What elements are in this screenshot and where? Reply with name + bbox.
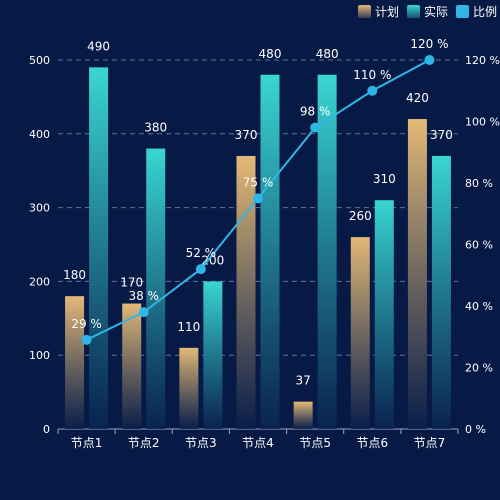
y-left-tick-label: 200 [29,275,50,288]
bar-actual [89,67,109,429]
bar-actual [203,281,223,429]
bar-plan [407,119,427,429]
legend-label-plan: 计划 [374,5,399,19]
data-label-ratio: 38 % [128,289,159,303]
data-label-actual: 370 [430,128,453,142]
x-tick-label: 节点7 [414,436,446,450]
data-label-ratio: 52 % [186,246,217,260]
x-tick-label: 节点4 [242,436,274,450]
data-label-actual: 480 [259,47,282,61]
bar-actual [146,148,166,429]
ratio-point [310,122,321,133]
y-left-tick-label: 0 [43,423,50,436]
bar-plan [293,401,313,429]
data-label-ratio: 75 % [243,175,274,189]
bar-actual [260,74,280,429]
data-label-actual: 380 [144,121,167,135]
y-left-tick-label: 500 [29,54,50,67]
data-label-ratio: 98 % [300,105,331,119]
y-left-tick-label: 300 [29,202,50,215]
x-tick-label: 节点2 [128,436,160,450]
data-label-plan: 260 [349,209,372,223]
ratio-point [253,193,263,204]
y-right-tick-label: 120 % [465,54,500,67]
ratio-point [81,334,92,345]
bar-actual [374,200,394,429]
bar-actual [317,74,337,429]
data-label-plan: 170 [120,276,143,290]
y-right-tick-label: 40 % [465,300,493,313]
y-right-tick-label: 60 % [465,239,493,252]
ratio-point [424,55,435,65]
data-label-ratio: 120 % [410,37,448,51]
data-label-actual: 490 [87,39,110,53]
bar-plan [236,155,256,429]
x-tick-label: 节点3 [185,436,217,450]
data-label-ratio: 29 % [71,317,102,331]
data-label-plan: 420 [406,91,429,105]
data-label-actual: 480 [316,47,339,61]
y-right-tick-label: 0 % [465,423,486,436]
ratio-point [195,264,206,275]
y-right-tick-label: 100 % [465,116,500,129]
legend-label-actual: 实际 [423,5,448,19]
y-left-tick-label: 100 [29,349,50,362]
data-label-plan: 180 [63,268,86,282]
data-label-plan: 370 [235,128,258,142]
legend-swatch-ratio [455,5,469,18]
data-label-ratio: 110 % [353,68,391,82]
x-tick-label: 节点5 [299,436,331,450]
data-label-actual: 200 [201,253,224,267]
bar-plan [122,303,142,429]
legend-label-ratio: 比例 [472,5,497,19]
bar-plan [179,347,199,429]
bar-plan [350,237,370,429]
ratio-point [138,307,149,318]
data-label-actual: 310 [373,172,396,186]
y-left-tick-label: 400 [29,128,50,141]
legend: 计划 实际 比例 [357,3,497,20]
legend-item-actual[interactable]: 实际 [406,3,448,20]
legend-swatch-actual [406,5,420,18]
data-label-plan: 110 [177,320,200,334]
legend-item-ratio[interactable]: 比例 [455,3,497,20]
bar-actual [431,155,451,429]
legend-item-plan[interactable]: 计划 [357,3,399,20]
y-right-tick-label: 80 % [465,177,493,190]
y-right-tick-label: 20 % [465,362,493,375]
data-label-plan: 37 [296,374,311,388]
x-tick-label: 节点6 [356,436,388,450]
legend-swatch-plan [357,5,371,18]
x-tick-label: 节点1 [71,436,103,450]
ratio-point [367,85,378,96]
bar-plan [65,296,85,429]
